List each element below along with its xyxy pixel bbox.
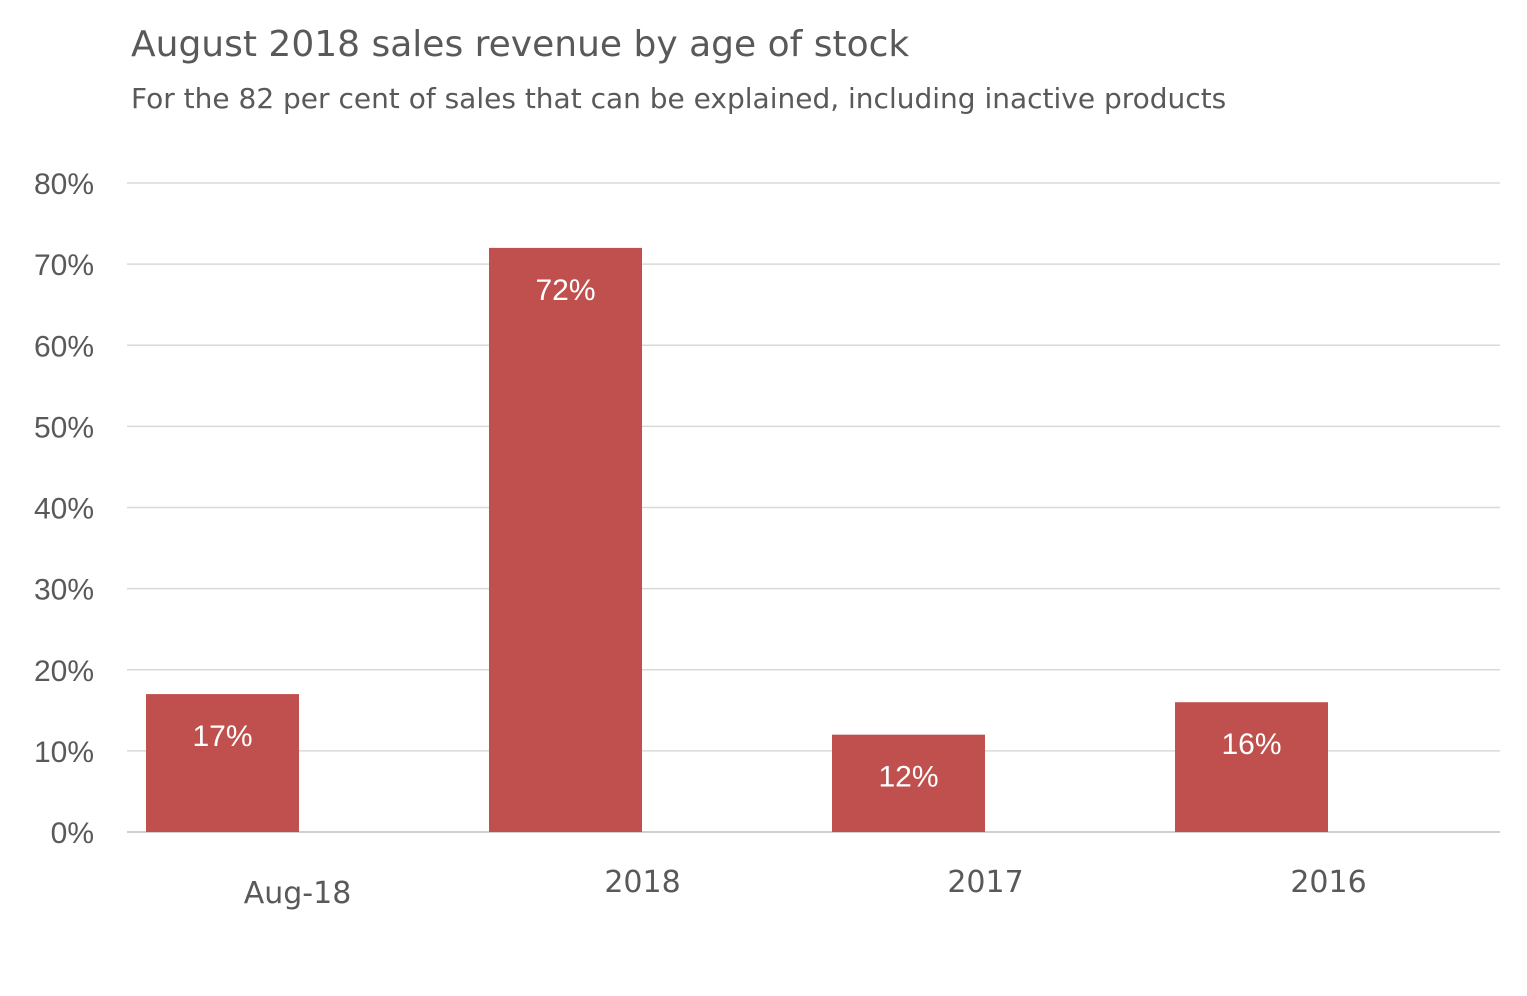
y-tick-label: 50% [34,411,94,444]
x-tick-label: Aug-18 [244,876,352,911]
x-tick-label: 2016 [1290,865,1366,900]
data-labels: 17% 72% 12% 16% [192,274,1281,794]
bar-aug-18 [146,694,299,832]
bar-2018 [489,247,642,832]
bars [146,247,1328,832]
x-tick-label: 2017 [947,865,1023,900]
y-tick-label: 70% [34,249,94,282]
y-tick-label: 60% [34,330,94,363]
data-label: 12% [878,761,938,794]
y-axis-ticks: 0% 10% 20% 30% 40% 50% 60% 70% 80% [34,168,94,850]
bar-2016 [1175,702,1328,832]
chart-subtitle: For the 82 per cent of sales that can be… [131,82,1227,115]
y-tick-label: 40% [34,493,94,526]
gridlines [127,182,1500,833]
bar-2017 [832,734,985,832]
y-tick-label: 0% [51,817,94,850]
y-tick-label: 80% [34,168,94,201]
data-label: 16% [1221,728,1281,761]
data-label: 72% [535,274,595,307]
y-tick-label: 10% [34,736,94,769]
x-axis-ticks: Aug-18 2018 2017 2016 [244,865,1367,911]
y-tick-label: 30% [34,574,94,607]
data-label: 17% [192,720,252,753]
x-tick-label: 2018 [604,865,680,900]
chart-title: August 2018 sales revenue by age of stoc… [131,24,910,65]
y-tick-label: 20% [34,655,94,688]
